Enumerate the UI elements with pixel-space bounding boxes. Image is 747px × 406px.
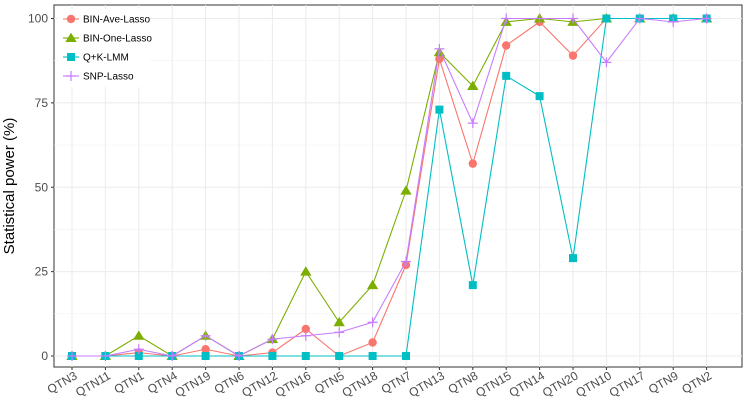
y-axis-title: Statistical power (%) [1,118,18,255]
y-tick-label: 50 [35,180,49,194]
data-point [333,316,345,327]
data-point [468,159,477,168]
data-point [467,118,478,129]
data-point [301,324,310,334]
data-point [568,51,578,60]
data-point [535,92,544,101]
data-point [335,352,344,360]
data-point [300,266,312,276]
legend-label: BIN-Ave-Lasso [83,15,151,26]
data-point [501,13,512,24]
data-point [368,352,377,360]
data-point [569,254,577,263]
legend-label: BIN-One-Lasso [83,34,152,45]
data-point [434,43,445,54]
x-tick-label: QTN16 [273,368,314,400]
legend: BIN-Ave-Lasso BIN-One-Lasso Q+K-LMM SNP-Las… [58,9,152,87]
x-axis: QTN3QTN11QTN1QTN4QTN19QTN6QTN12QTN16QTN5… [45,367,714,400]
data-point [167,351,178,361]
data-point [701,13,712,24]
data-point [67,351,77,361]
data-point [200,330,211,341]
series-snp-lasso [67,13,712,361]
data-point [300,330,311,341]
data-point [601,57,612,68]
legend-label: Q+K-LMM [83,53,129,64]
x-tick-label: QTN11 [73,368,113,399]
data-point [602,14,611,23]
data-point [334,327,345,338]
data-point [368,338,377,347]
legend-key-marker [65,32,77,43]
x-tick-label: QTN12 [239,368,280,400]
series-line [72,17,707,357]
data-point [201,345,210,354]
x-tick-label: QTN19 [173,368,214,400]
x-tick-label: QTN15 [473,368,514,400]
data-point [402,352,410,360]
series-line [72,17,707,357]
data-point [268,352,277,360]
data-point [568,13,578,24]
data-point [367,317,378,328]
x-tick-label: QTN9 [646,368,681,396]
data-point [234,351,244,361]
data-point [366,279,379,290]
data-point [100,351,111,361]
data-point [467,80,479,91]
data-point [502,41,511,50]
data-point [133,344,144,355]
y-tick-label: 0 [41,349,48,363]
data-point [134,352,143,360]
series-line [72,17,707,357]
x-tick-label: QTN14 [507,368,548,400]
data-point [502,71,511,80]
data-point [400,185,412,195]
y-axis: 0 25 50 75 100 [28,12,54,363]
legend-label: SNP-Lasso [83,72,134,83]
x-tick-label: QTN13 [406,368,447,400]
legend-key-marker [67,53,75,61]
data-point [401,256,411,267]
data-point [668,16,679,27]
data-point [267,334,278,345]
y-tick-label: 100 [28,12,48,26]
x-tick-label: QTN17 [607,368,648,400]
data-point [468,281,477,290]
data-point [435,105,444,114]
x-tick-label: QTN2 [679,368,714,396]
data-point [534,13,545,24]
x-tick-label: QTN20 [540,368,581,400]
series-group [66,13,713,361]
legend-key-marker [66,71,76,81]
x-tick-label: QTN10 [573,368,614,400]
data-point [301,352,310,360]
x-tick-label: QTN18 [340,368,381,400]
data-point [133,330,145,340]
x-tick-label: QTN3 [45,368,80,396]
y-tick-label: 75 [35,96,49,110]
legend-key-marker [66,14,76,24]
data-point [201,352,210,360]
x-tick-label: QTN1 [112,368,147,396]
y-tick-label: 25 [35,265,49,279]
data-point [634,13,645,24]
plot-panel [53,4,743,368]
